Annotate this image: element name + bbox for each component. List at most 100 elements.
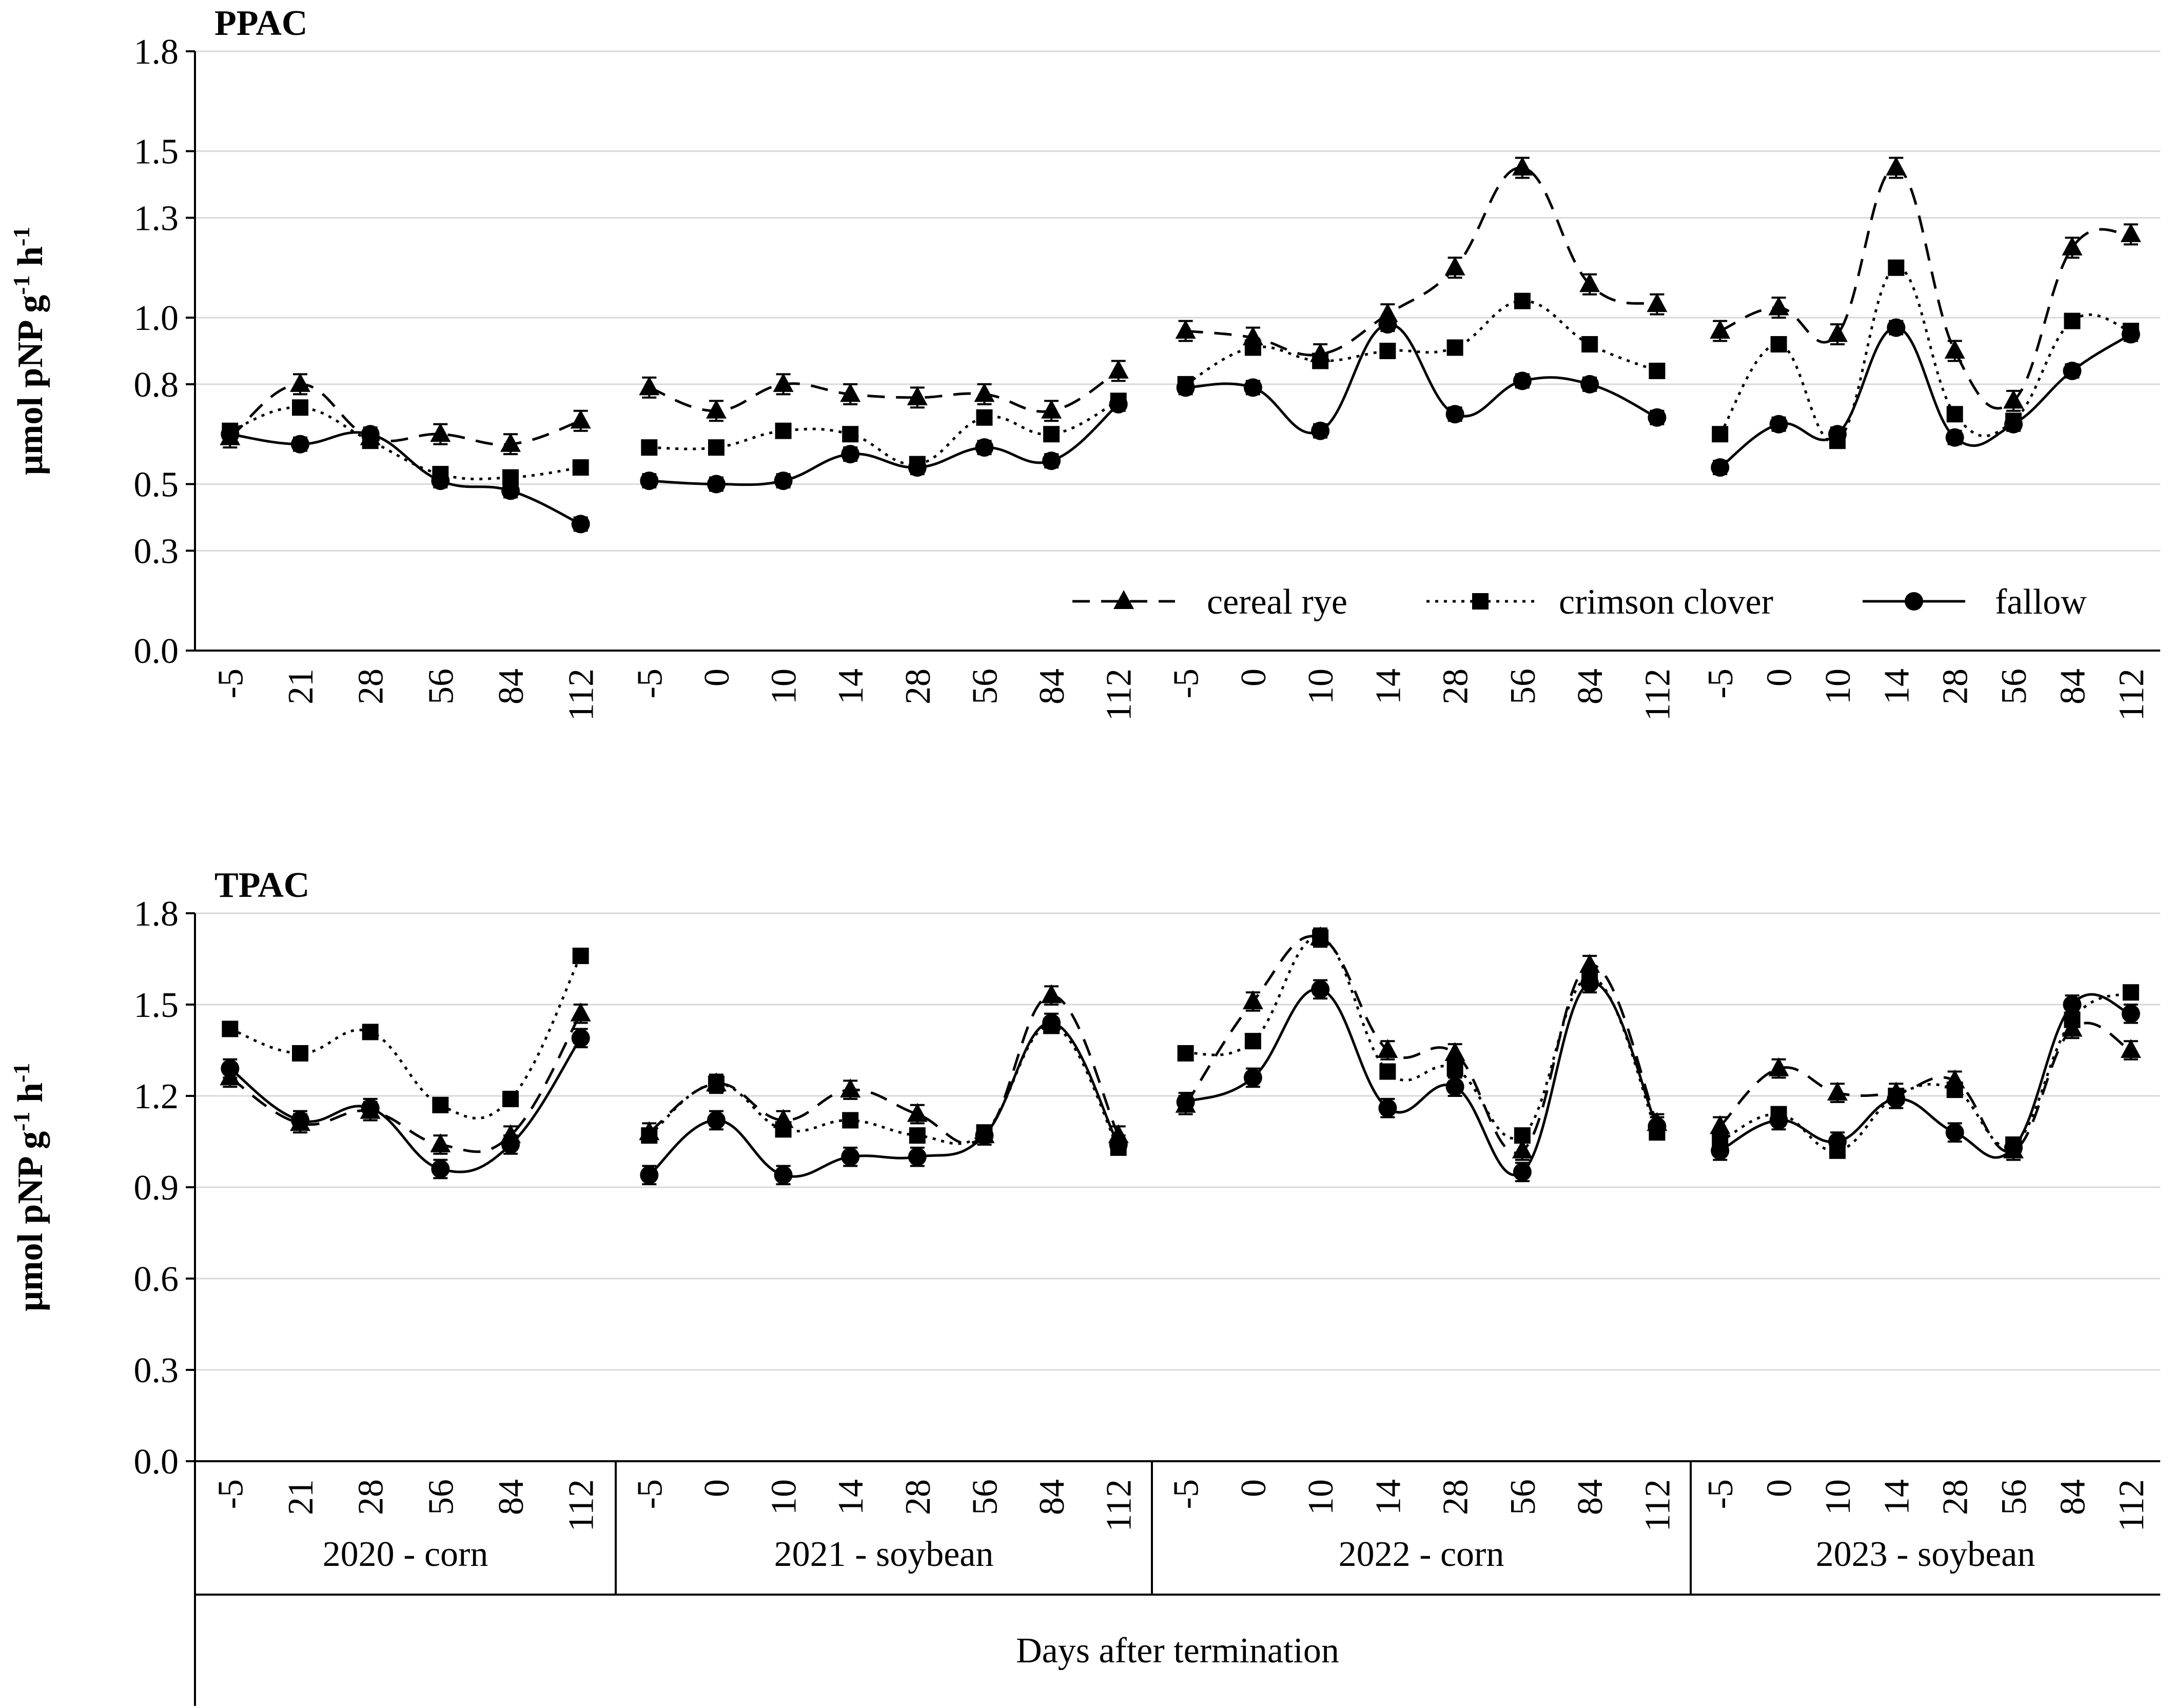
cereal-rye-point	[1710, 320, 1731, 339]
cereal-rye-point	[1579, 273, 1600, 292]
legend-label: crimson clover	[1559, 582, 1773, 622]
x-tick-label: 28	[1936, 1479, 1975, 1515]
fallow-point	[1945, 428, 1964, 447]
crimson-clover-point	[1379, 343, 1396, 359]
x-tick-label: 10	[1818, 1479, 1858, 1515]
crimson-clover-point	[842, 1112, 859, 1129]
crimson-clover-point	[502, 1090, 519, 1107]
cereal-rye-point	[2120, 1039, 2141, 1058]
cereal-rye-line	[229, 383, 581, 446]
cereal-rye-series	[220, 156, 2141, 456]
group-label: 2021 - soybean	[774, 1535, 994, 1574]
crimson-clover-point	[432, 1096, 449, 1113]
cereal-rye-point	[706, 399, 727, 419]
fallow-series	[221, 315, 2140, 534]
cereal-rye-point	[840, 383, 861, 402]
fallow-point	[1828, 425, 1847, 444]
fallow-point	[1042, 1013, 1061, 1032]
x-tick-label: 28	[898, 1479, 938, 1515]
fallow-point	[2121, 325, 2140, 344]
fallow-point	[841, 1147, 860, 1166]
cereal-rye-point	[1886, 156, 1907, 176]
fallow-point	[841, 445, 860, 464]
x-tick-label: -5	[211, 669, 250, 698]
fallow-point	[1905, 592, 1923, 611]
crimson-clover-point	[1177, 1045, 1194, 1062]
crimson-clover-point	[708, 1075, 725, 1092]
cereal-rye-point	[974, 383, 995, 402]
fallow-series	[221, 973, 2140, 1186]
x-tick-label: 112	[2112, 1479, 2151, 1532]
x-tick-label: 84	[2053, 669, 2092, 704]
x-tick-label: 56	[1503, 1479, 1543, 1515]
y-tick-label: 0.0	[134, 632, 179, 671]
fallow-point	[431, 1160, 450, 1179]
fallow-point	[774, 1166, 793, 1185]
crimson-clover-point	[1043, 426, 1060, 443]
crimson-clover-line	[649, 400, 1119, 466]
x-tick-label: 28	[351, 669, 391, 704]
crimson-clover-point	[1446, 1060, 1463, 1077]
y-tick-label: 0.8	[134, 365, 179, 405]
crimson-clover-point	[1581, 336, 1598, 353]
x-tick-label: 28	[1436, 669, 1476, 704]
crimson-clover-point	[1514, 1127, 1531, 1144]
cereal-rye-point	[430, 1133, 451, 1152]
fallow-point	[908, 458, 927, 477]
fallow-point	[2004, 415, 2023, 434]
crimson-clover-point	[362, 1024, 379, 1040]
crimson-clover-point	[1472, 593, 1489, 610]
crimson-clover-point	[1770, 336, 1787, 353]
cereal-rye-point	[1175, 320, 1196, 339]
x-tick-label: 28	[1936, 669, 1975, 704]
cereal-rye-point	[1377, 1039, 1398, 1058]
cereal-rye-point	[1827, 323, 1848, 342]
fallow-point	[571, 515, 590, 534]
crimson-clover-point	[976, 409, 993, 426]
panel-label: TPAC	[214, 866, 309, 905]
cereal-rye-point	[773, 372, 794, 392]
cereal-rye-point	[430, 423, 451, 442]
fallow-line	[1185, 323, 1658, 435]
x-tick-label: 56	[1994, 1479, 2034, 1515]
fallow-point	[2063, 361, 2082, 380]
x-tick-label: 56	[421, 669, 461, 704]
crimson-clover-line	[1719, 266, 2131, 444]
fallow-point	[1769, 1111, 1788, 1130]
crimson-clover-point	[641, 1127, 658, 1144]
cereal-rye-point	[1512, 156, 1533, 176]
cereal-rye-line	[1719, 1022, 2131, 1153]
cereal-rye-point	[1041, 399, 1062, 419]
x-tick-label: 28	[898, 669, 938, 704]
fallow-point	[501, 1135, 520, 1154]
x-tick-label: 56	[965, 1479, 1005, 1515]
cereal-rye-point	[2062, 236, 2083, 256]
fallow-point	[975, 1126, 994, 1145]
y-tick-label: 1.5	[134, 132, 179, 172]
y-tick-label: 1.3	[134, 199, 179, 238]
cereal-rye-point	[907, 386, 928, 405]
fallow-point	[1580, 974, 1599, 993]
crimson-clover-point	[292, 1045, 308, 1062]
fallow-point	[1378, 1098, 1397, 1117]
cereal-rye-point	[1768, 1057, 1789, 1076]
tpac-panel: 0.0 0.3 0.6 0.9 1.2 1.5 1.8 TPAC µmol pNP g-1 h-…	[8, 866, 2160, 1706]
cereal-rye-point	[1512, 1139, 1533, 1159]
fallow-point	[291, 1111, 309, 1130]
crimson-clover-point	[292, 399, 308, 416]
fallow-point	[1887, 1089, 1906, 1108]
fallow-point	[1311, 421, 1330, 440]
crimson-clover-series	[222, 929, 2139, 1159]
y-tick-label: 0.0	[134, 1442, 179, 1482]
crimson-clover-line	[229, 955, 582, 1120]
crimson-clover-point	[1946, 1082, 1963, 1098]
cereal-rye-point	[639, 376, 660, 396]
x-tick-label: 112	[2112, 669, 2151, 721]
x-tick-label: 10	[765, 1479, 804, 1515]
fallow-point	[221, 425, 240, 444]
fallow-point	[221, 1059, 240, 1078]
cereal-rye-line	[1719, 166, 2131, 410]
panel-label: PPAC	[214, 4, 307, 43]
x-tick-label: -5	[630, 1479, 670, 1509]
